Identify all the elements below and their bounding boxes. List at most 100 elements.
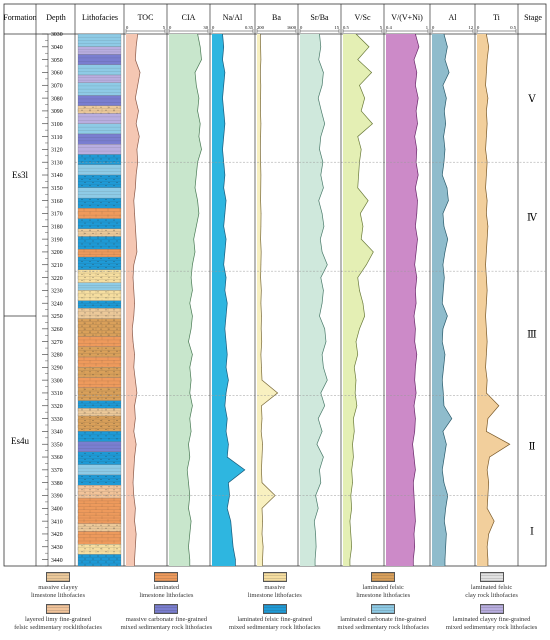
data-point-ti — [486, 341, 488, 342]
data-point-naal — [235, 559, 236, 560]
track-title-ba: Ba — [272, 13, 281, 22]
lithology-layer-massive_clayey_limestone — [77, 228, 122, 237]
data-point-toc — [132, 341, 134, 342]
data-point-naal — [232, 546, 234, 548]
data-point-cia — [198, 97, 200, 99]
lithology-layer-laminated_felsic_mixed — [77, 400, 122, 409]
data-point-ti — [486, 277, 487, 278]
data-point-al — [443, 290, 444, 291]
depth-tick-label: 3360 — [51, 455, 63, 461]
data-point-vsc — [350, 533, 352, 535]
depth-tick-label: 3060 — [51, 71, 63, 77]
data-point-vvni — [417, 97, 419, 99]
data-point-vvni — [414, 264, 415, 265]
data-point-al — [442, 469, 443, 471]
data-point-al — [443, 482, 445, 483]
legend-label-line1: massive carbonate fine-grained — [125, 616, 207, 623]
data-point-cia — [190, 520, 192, 522]
legend-swatch — [154, 604, 179, 614]
lithology-layer-laminated_limestone — [77, 336, 122, 347]
data-point-ba — [261, 405, 262, 407]
depth-column: 3030 3040 3050 3060 3070 3080 3090 3100 3110 3120… — [42, 32, 63, 567]
data-point-ba — [260, 34, 261, 35]
data-point-ba — [260, 59, 262, 60]
legend-item-laminated_carbonate_mixed: laminated carbonate fine-grained mixed se… — [329, 604, 437, 631]
data-point-cia — [197, 110, 198, 112]
data-point-cia — [189, 533, 191, 535]
data-point-vsc — [355, 34, 357, 35]
data-point-naal — [223, 226, 224, 227]
data-point-vvni — [415, 251, 417, 253]
data-point-cia — [188, 482, 189, 483]
data-point-vsc — [364, 315, 365, 317]
track-fill-toc — [126, 34, 141, 566]
data-point-srba — [323, 456, 324, 458]
lithology-layer-laminated_clayey_mixed — [77, 74, 122, 83]
data-point-toc — [131, 328, 133, 330]
track-min-label-al: 0 — [432, 25, 435, 30]
data-point-cia — [189, 495, 191, 496]
stage-column: Ⅴ Ⅳ Ⅲ Ⅱ Ⅰ — [75, 94, 546, 538]
depth-tick-label: 3230 — [51, 289, 63, 295]
data-point-ba — [261, 367, 262, 368]
data-point-ti — [486, 136, 487, 137]
data-point-cia — [189, 456, 191, 458]
data-point-ti — [486, 302, 487, 304]
data-point-vsc — [360, 110, 362, 112]
data-point-naal — [223, 264, 224, 265]
stage-label: Ⅴ — [527, 94, 536, 105]
data-point-al — [443, 136, 444, 137]
data-point-srba — [316, 443, 318, 445]
depth-tick-label: 3050 — [51, 58, 63, 64]
data-point-ba — [260, 213, 262, 214]
figure-frame — [3, 3, 547, 567]
legend-swatch — [262, 572, 287, 582]
data-point-ba — [262, 559, 263, 560]
depth-tick-label: 3070 — [51, 83, 63, 89]
data-point-ba — [260, 110, 261, 112]
data-point-srba — [321, 85, 323, 86]
data-point-toc — [133, 315, 135, 317]
data-point-al — [447, 238, 448, 240]
data-point-vvni — [414, 341, 415, 342]
data-point-ba — [261, 456, 263, 458]
data-point-vvni — [416, 354, 418, 355]
depth-tick-label: 3180 — [51, 224, 63, 230]
data-point-vsc — [351, 469, 352, 471]
data-point-naal — [228, 443, 229, 445]
data-point-cia — [196, 85, 197, 86]
legend-item-massive_clayey_limestone: massive clayey limestone lithofacies — [4, 572, 112, 599]
data-point-ti — [487, 559, 489, 560]
data-point-toc — [135, 97, 136, 99]
data-point-ti — [498, 405, 500, 407]
track-title-naal: Na/Al — [223, 13, 243, 22]
track-min-label-naal: 0 — [212, 25, 215, 30]
track-header-ti: Ti 0 0.5 — [476, 13, 517, 33]
data-point-srba — [319, 149, 320, 150]
data-point-naal — [226, 418, 228, 419]
data-point-ti — [486, 379, 488, 381]
data-point-cia — [190, 277, 192, 278]
data-point-naal — [224, 174, 226, 176]
data-point-srba — [325, 341, 327, 342]
data-point-toc — [133, 290, 135, 291]
data-point-srba — [323, 290, 324, 291]
track-header-cia: CIA 0 30 — [168, 13, 209, 33]
data-point-vsc — [357, 136, 358, 137]
data-point-ba — [262, 520, 263, 522]
track-cia — [169, 34, 202, 566]
data-point-cia — [188, 546, 189, 548]
data-point-cia — [196, 174, 197, 176]
data-point-al — [442, 264, 444, 265]
data-point-naal — [222, 97, 223, 99]
data-point-ba — [260, 251, 262, 253]
legend-label-line1: layered limy fine-grained — [24, 616, 92, 623]
data-point-toc — [135, 508, 136, 509]
legend-label-line2: limestone lithofacies — [247, 591, 302, 599]
data-point-ti — [486, 200, 488, 201]
data-point-vsc — [371, 72, 372, 73]
data-point-al — [446, 187, 448, 189]
track-header-ba: Ba 200 1600 — [256, 13, 297, 33]
track-header-srba: Sr/Ba 0 15 — [299, 13, 340, 33]
data-point-ti — [487, 226, 489, 227]
